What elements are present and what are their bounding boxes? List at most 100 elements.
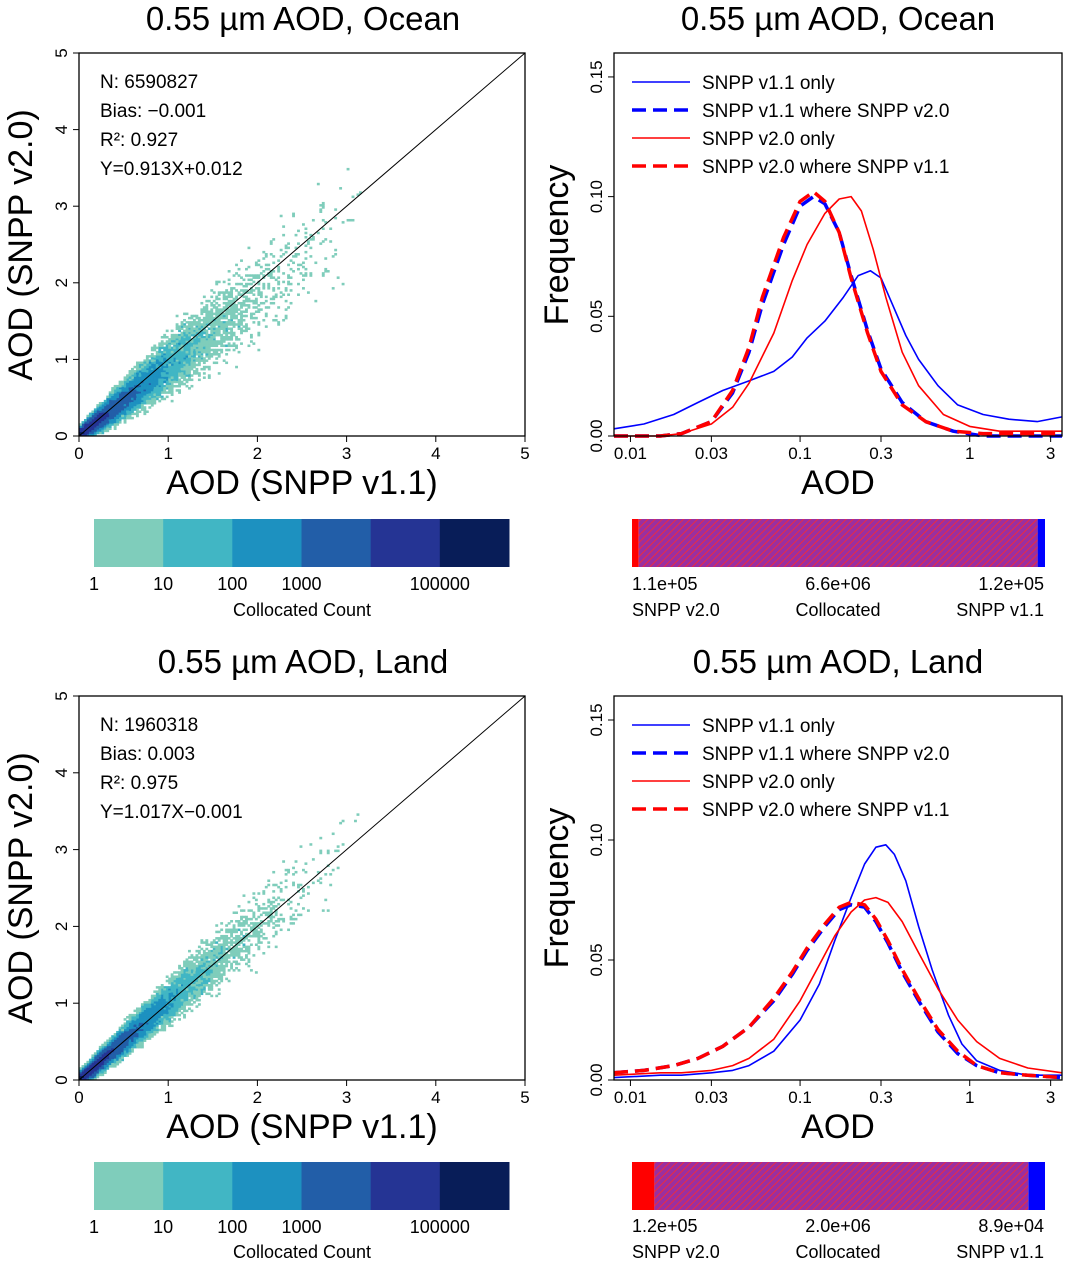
density-cell: [232, 926, 236, 929]
density-cell: [200, 323, 204, 326]
density-cell: [180, 1007, 184, 1010]
density-cell: [309, 272, 313, 275]
density-cell: [195, 346, 199, 350]
density-cell: [91, 1056, 95, 1060]
density-cell: [113, 1033, 117, 1036]
density-cell: [96, 416, 100, 420]
density-cell: [227, 291, 231, 294]
density-cell: [272, 255, 276, 258]
density-cell: [81, 425, 85, 428]
density-cell: [200, 350, 204, 354]
density-cell: [252, 930, 256, 934]
density-cell: [135, 374, 139, 377]
density-cell: [183, 998, 186, 1002]
density-cell: [247, 945, 251, 949]
density-cell: [230, 301, 234, 305]
density-cell: [118, 1033, 122, 1036]
density-cell: [158, 998, 162, 1002]
density-cell: [252, 924, 256, 927]
density-cell: [230, 964, 234, 968]
density-cell: [91, 410, 95, 413]
density-cell: [173, 342, 177, 345]
density-cell: [163, 1001, 167, 1004]
density-cell: [106, 1062, 110, 1066]
density-cell: [158, 361, 162, 365]
density-cell: [227, 335, 231, 339]
density-cell: [145, 1007, 149, 1010]
density-cell: [131, 395, 134, 399]
density-cell: [185, 960, 189, 964]
density-cell: [173, 348, 177, 352]
density-cell: [185, 979, 189, 983]
density-cell: [121, 384, 124, 388]
density-cell: [190, 966, 194, 970]
colorbar-swatch: [439, 519, 510, 567]
density-cell: [272, 238, 276, 241]
density-cell: [185, 966, 189, 970]
density-cell: [289, 907, 293, 910]
density-cell: [297, 293, 300, 296]
density-cell: [235, 928, 238, 932]
density-cell: [210, 295, 214, 299]
density-cell: [222, 325, 226, 328]
ocean-count-bar: [632, 519, 1045, 567]
density-cell: [123, 382, 127, 386]
density-cell: [118, 1058, 122, 1062]
density-cell: [304, 227, 308, 231]
density-cell: [188, 998, 191, 1002]
density-cell: [195, 958, 199, 961]
density-cell: [292, 913, 295, 917]
density-cell: [180, 344, 184, 348]
density-cell: [116, 418, 120, 422]
colorbar-swatch: [301, 1162, 372, 1210]
density-cell: [188, 994, 191, 998]
colorbar-swatch: [370, 1162, 441, 1210]
density-cell: [160, 395, 164, 399]
density-cell: [257, 947, 261, 951]
density-cell: [202, 325, 206, 328]
density-cell: [106, 425, 110, 428]
density-cell: [205, 962, 209, 966]
density-cell: [121, 391, 124, 394]
density-cell: [302, 274, 305, 277]
density-cell: [277, 270, 281, 273]
density-cell: [101, 1073, 105, 1077]
density-cell: [158, 384, 162, 388]
density-cell: [185, 350, 189, 354]
density-cell: [155, 1003, 159, 1006]
density-cell: [118, 387, 122, 390]
density-cell: [230, 312, 234, 316]
density-cell: [197, 338, 201, 341]
density-cell: [126, 1022, 129, 1025]
density-cell: [252, 276, 256, 279]
density-cell: [252, 932, 256, 936]
density-cell: [145, 1037, 149, 1040]
density-cell: [183, 346, 186, 350]
density-cell: [202, 952, 206, 955]
density-cell: [210, 956, 214, 959]
density-cell: [264, 907, 268, 910]
density-cell: [269, 297, 273, 301]
density-cell: [197, 949, 201, 953]
density-cell: [200, 941, 204, 944]
density-cell: [126, 380, 129, 384]
density-cell: [163, 1016, 167, 1019]
density-cell: [91, 431, 95, 435]
density-cell: [140, 1033, 144, 1036]
density-cell: [188, 962, 191, 966]
density-cell: [316, 870, 320, 874]
density-cell: [262, 890, 266, 893]
density-cell: [195, 975, 199, 978]
density-cell: [135, 1035, 139, 1038]
legend-label-v11-where: SNPP v1.1 where SNPP v2.0: [702, 744, 949, 765]
density-cell: [207, 327, 211, 331]
density-cell: [230, 928, 234, 932]
density-cell: [297, 229, 300, 233]
density-cell: [227, 308, 231, 311]
density-cell: [113, 389, 117, 392]
density-cell: [215, 924, 219, 927]
density-cell: [91, 421, 95, 424]
density-cell: [183, 338, 186, 341]
density-cell: [230, 920, 234, 923]
density-cell: [155, 350, 159, 354]
